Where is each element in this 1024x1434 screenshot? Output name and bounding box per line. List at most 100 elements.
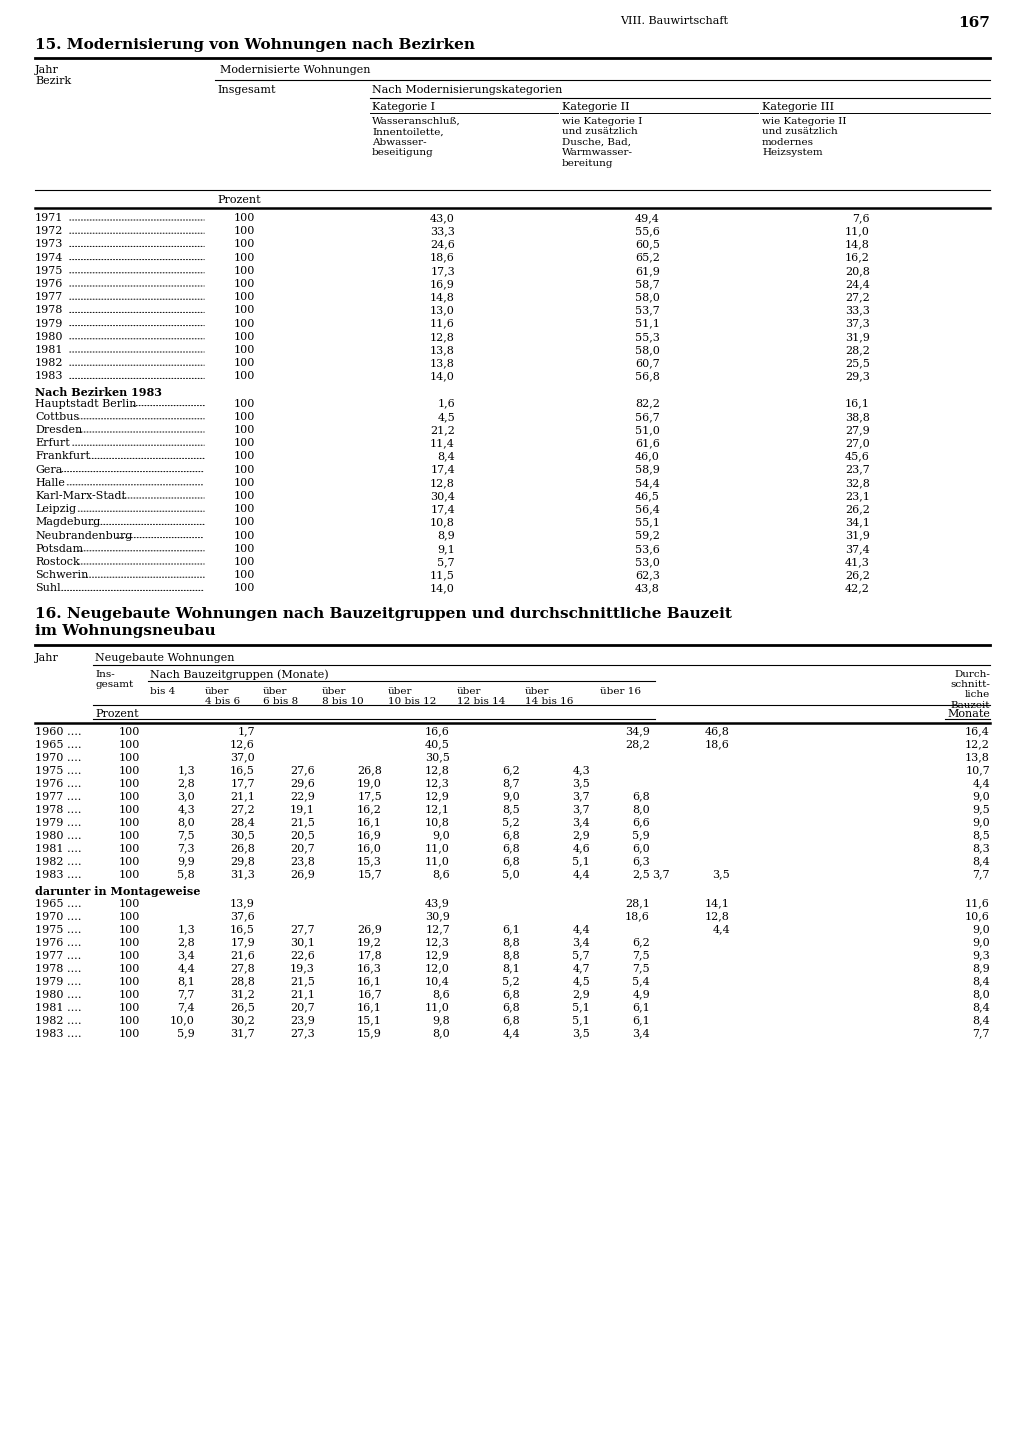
Text: Rostock: Rostock — [35, 556, 80, 566]
Text: 61,9: 61,9 — [635, 265, 660, 275]
Text: wie Kategorie I
und zusätzlich
Dusche, Bad,
Warmwasser-
bereitung: wie Kategorie I und zusätzlich Dusche, B… — [562, 118, 642, 168]
Text: 58,9: 58,9 — [635, 465, 660, 475]
Text: 7,7: 7,7 — [973, 869, 990, 879]
Text: Nach Bezirken 1983: Nach Bezirken 1983 — [35, 387, 162, 397]
Text: 33,3: 33,3 — [845, 305, 870, 315]
Text: 100: 100 — [233, 280, 255, 290]
Text: 100: 100 — [233, 305, 255, 315]
Text: 62,3: 62,3 — [635, 571, 660, 581]
Text: 4,5: 4,5 — [437, 412, 455, 422]
Text: 14,0: 14,0 — [430, 584, 455, 594]
Text: 17,4: 17,4 — [430, 505, 455, 515]
Text: 12,6: 12,6 — [230, 740, 255, 750]
Text: 15,1: 15,1 — [357, 1015, 382, 1025]
Text: 16,5: 16,5 — [230, 925, 255, 935]
Text: 10,4: 10,4 — [425, 977, 450, 987]
Text: Wasseranschluß,
Innentoilette,
Abwasser-
beseitigung: Wasseranschluß, Innentoilette, Abwasser-… — [372, 118, 461, 158]
Text: 1979: 1979 — [35, 318, 63, 328]
Text: 53,6: 53,6 — [635, 543, 660, 554]
Text: 19,1: 19,1 — [290, 804, 315, 815]
Text: 1972: 1972 — [35, 227, 63, 237]
Text: 26,2: 26,2 — [845, 571, 870, 581]
Text: 4,4: 4,4 — [502, 1028, 520, 1038]
Text: 46,5: 46,5 — [635, 490, 660, 500]
Text: 19,3: 19,3 — [290, 964, 315, 974]
Text: 23,7: 23,7 — [845, 465, 870, 475]
Text: 16,2: 16,2 — [845, 252, 870, 262]
Text: 100: 100 — [119, 727, 140, 737]
Text: 100: 100 — [233, 318, 255, 328]
Text: 27,3: 27,3 — [290, 1028, 315, 1038]
Text: 6,3: 6,3 — [632, 856, 650, 866]
Text: 6,2: 6,2 — [632, 938, 650, 948]
Text: Modernisierte Wohnungen: Modernisierte Wohnungen — [220, 65, 371, 75]
Text: 100: 100 — [233, 543, 255, 554]
Text: 1,3: 1,3 — [177, 766, 195, 776]
Text: 100: 100 — [119, 792, 140, 802]
Text: 3,0: 3,0 — [177, 792, 195, 802]
Text: 3,7: 3,7 — [572, 804, 590, 815]
Text: 5,0: 5,0 — [502, 869, 520, 879]
Text: 26,8: 26,8 — [230, 843, 255, 853]
Text: 1983 ….: 1983 …. — [35, 1028, 82, 1038]
Text: 27,6: 27,6 — [290, 766, 315, 776]
Text: 6,2: 6,2 — [502, 766, 520, 776]
Text: Suhl: Suhl — [35, 584, 60, 594]
Text: 28,2: 28,2 — [625, 740, 650, 750]
Text: 13,8: 13,8 — [966, 753, 990, 763]
Text: 100: 100 — [233, 293, 255, 303]
Text: 100: 100 — [233, 452, 255, 462]
Text: 100: 100 — [233, 265, 255, 275]
Text: 100: 100 — [233, 214, 255, 224]
Text: 1975: 1975 — [35, 265, 63, 275]
Text: über
6 bis 8: über 6 bis 8 — [263, 687, 298, 706]
Text: 1978 ….: 1978 …. — [35, 964, 81, 974]
Text: 20,7: 20,7 — [290, 843, 315, 853]
Text: 100: 100 — [233, 371, 255, 381]
Text: über
4 bis 6: über 4 bis 6 — [205, 687, 240, 706]
Text: VIII. Bauwirtschaft: VIII. Bauwirtschaft — [620, 16, 728, 26]
Text: 8,7: 8,7 — [503, 779, 520, 789]
Text: 1979 ….: 1979 …. — [35, 977, 81, 987]
Text: 100: 100 — [233, 439, 255, 449]
Text: 37,6: 37,6 — [230, 912, 255, 922]
Text: 21,6: 21,6 — [230, 951, 255, 961]
Text: 12,8: 12,8 — [706, 912, 730, 922]
Text: Kategorie I: Kategorie I — [372, 102, 435, 112]
Text: 41,3: 41,3 — [845, 556, 870, 566]
Text: 8,6: 8,6 — [432, 989, 450, 999]
Text: 29,3: 29,3 — [845, 371, 870, 381]
Text: 8,6: 8,6 — [432, 869, 450, 879]
Text: 100: 100 — [233, 571, 255, 581]
Text: 38,8: 38,8 — [845, 412, 870, 422]
Text: 8,1: 8,1 — [177, 977, 195, 987]
Text: Neugebaute Wohnungen: Neugebaute Wohnungen — [95, 652, 234, 663]
Text: 27,0: 27,0 — [845, 439, 870, 449]
Text: Gera: Gera — [35, 465, 62, 475]
Text: 21,2: 21,2 — [430, 424, 455, 435]
Text: 3,5: 3,5 — [572, 1028, 590, 1038]
Text: 27,2: 27,2 — [230, 804, 255, 815]
Text: Jahr: Jahr — [35, 65, 58, 75]
Text: 20,8: 20,8 — [845, 265, 870, 275]
Text: 8,1: 8,1 — [502, 964, 520, 974]
Text: Karl-Marx-Stadt: Karl-Marx-Stadt — [35, 490, 126, 500]
Text: 3,4: 3,4 — [572, 938, 590, 948]
Text: 26,2: 26,2 — [845, 505, 870, 515]
Text: 1983: 1983 — [35, 371, 63, 381]
Text: 13,8: 13,8 — [430, 358, 455, 369]
Text: 100: 100 — [119, 817, 140, 827]
Text: 6,8: 6,8 — [502, 830, 520, 840]
Text: 2,5: 2,5 — [632, 869, 650, 879]
Text: Hauptstadt Berlin: Hauptstadt Berlin — [35, 399, 136, 409]
Text: über
12 bis 14: über 12 bis 14 — [457, 687, 506, 706]
Text: 12,8: 12,8 — [430, 478, 455, 488]
Text: 1,6: 1,6 — [437, 399, 455, 409]
Text: 1981: 1981 — [35, 346, 63, 356]
Text: 51,1: 51,1 — [635, 318, 660, 328]
Text: Schwerin: Schwerin — [35, 571, 88, 581]
Text: 1976: 1976 — [35, 280, 63, 290]
Text: 19,0: 19,0 — [357, 779, 382, 789]
Text: 4,4: 4,4 — [572, 925, 590, 935]
Text: 11,0: 11,0 — [425, 843, 450, 853]
